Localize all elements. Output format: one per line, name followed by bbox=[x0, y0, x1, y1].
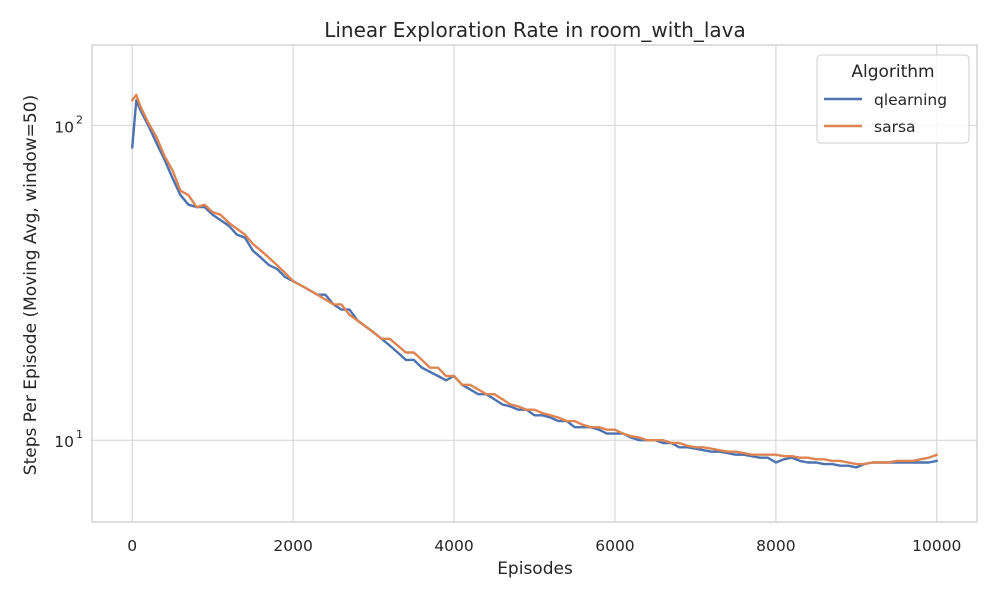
x-tick-label: 10000 bbox=[912, 537, 961, 555]
x-tick-label: 0 bbox=[127, 537, 137, 555]
y-tick-label: 10 bbox=[54, 433, 74, 451]
y-tick-label: 10 bbox=[54, 118, 74, 136]
x-tick-label: 2000 bbox=[273, 537, 312, 555]
legend-label-qlearning: qlearning bbox=[874, 91, 947, 109]
y-tick-exponent: 2 bbox=[76, 113, 83, 126]
plot-frame bbox=[91, 44, 978, 523]
series-layer bbox=[130, 93, 938, 469]
series-line-sarsa bbox=[130, 93, 938, 466]
legend-box bbox=[816, 54, 970, 144]
x-axis-ticks: 0 2000 4000 6000 8000 10000 bbox=[127, 537, 961, 555]
legend: Algorithm qlearning sarsa bbox=[816, 54, 970, 144]
legend-title: Algorithm bbox=[851, 62, 934, 82]
y-axis-label: Steps Per Episode (Moving Avg, window=50… bbox=[21, 95, 41, 475]
x-tick-label: 6000 bbox=[595, 537, 634, 555]
legend-label-sarsa: sarsa bbox=[874, 118, 916, 136]
chart-title: Linear Exploration Rate in room_with_lav… bbox=[324, 18, 746, 42]
x-tick-label: 4000 bbox=[434, 537, 473, 555]
y-tick-exponent: 1 bbox=[76, 428, 83, 441]
series-line-qlearning bbox=[130, 99, 938, 469]
x-tick-label: 8000 bbox=[756, 537, 795, 555]
x-axis-label: Episodes bbox=[497, 559, 573, 579]
